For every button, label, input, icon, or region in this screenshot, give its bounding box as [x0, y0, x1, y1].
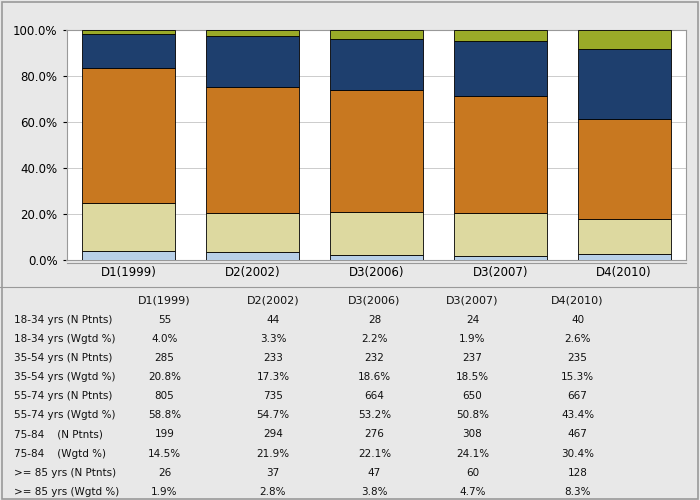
Text: 26: 26: [158, 468, 171, 477]
Text: 18.5%: 18.5%: [456, 372, 489, 382]
Bar: [82, 251, 175, 260]
Text: 17.3%: 17.3%: [256, 372, 290, 382]
Text: 3.8%: 3.8%: [361, 487, 388, 497]
Text: 650: 650: [463, 391, 482, 401]
Text: 1.9%: 1.9%: [459, 334, 486, 344]
Text: D4(2010): D4(2010): [552, 296, 603, 306]
Text: D2(2002): D2(2002): [246, 296, 300, 306]
Text: 805: 805: [155, 391, 174, 401]
Text: 35-54 yrs (N Ptnts): 35-54 yrs (N Ptnts): [14, 353, 113, 363]
Text: 232: 232: [365, 353, 384, 363]
Text: 235: 235: [568, 353, 587, 363]
Text: 735: 735: [263, 391, 283, 401]
Text: 1.9%: 1.9%: [151, 487, 178, 497]
Bar: [330, 39, 423, 90]
Bar: [578, 254, 671, 260]
Text: 53.2%: 53.2%: [358, 410, 391, 420]
Bar: [82, 34, 175, 68]
Text: 18.6%: 18.6%: [358, 372, 391, 382]
Bar: [454, 41, 547, 96]
Bar: [206, 36, 299, 87]
Bar: [82, 68, 175, 203]
Text: 55: 55: [158, 314, 171, 324]
Text: 60: 60: [466, 468, 479, 477]
Bar: [206, 30, 299, 36]
Text: 21.9%: 21.9%: [256, 448, 290, 458]
Text: 8.3%: 8.3%: [564, 487, 591, 497]
Text: 58.8%: 58.8%: [148, 410, 181, 420]
Bar: [82, 203, 175, 251]
Text: D3(2007): D3(2007): [447, 296, 499, 306]
Text: 2.6%: 2.6%: [564, 334, 591, 344]
Text: 24: 24: [466, 314, 479, 324]
Text: 47: 47: [368, 468, 381, 477]
Bar: [330, 90, 423, 212]
Bar: [578, 119, 671, 219]
Text: 18-34 yrs (N Ptnts): 18-34 yrs (N Ptnts): [14, 314, 113, 324]
Text: 28: 28: [368, 314, 381, 324]
Text: 664: 664: [365, 391, 384, 401]
Text: 3.3%: 3.3%: [260, 334, 286, 344]
Text: 667: 667: [568, 391, 587, 401]
Text: 44: 44: [267, 314, 279, 324]
Bar: [454, 30, 547, 41]
Text: 467: 467: [568, 430, 587, 440]
Text: 276: 276: [365, 430, 384, 440]
Text: >= 85 yrs (Wgtd %): >= 85 yrs (Wgtd %): [14, 487, 119, 497]
Bar: [330, 30, 423, 39]
Bar: [82, 30, 175, 34]
Text: D1(1999): D1(1999): [138, 296, 191, 306]
Text: 285: 285: [155, 353, 174, 363]
Text: 237: 237: [463, 353, 482, 363]
Text: 2.8%: 2.8%: [260, 487, 286, 497]
Bar: [330, 255, 423, 260]
Bar: [454, 256, 547, 260]
Text: 4.7%: 4.7%: [459, 487, 486, 497]
Text: 2.2%: 2.2%: [361, 334, 388, 344]
Bar: [206, 212, 299, 252]
Text: 40: 40: [571, 314, 584, 324]
Bar: [578, 219, 671, 254]
Text: 55-74 yrs (Wgtd %): 55-74 yrs (Wgtd %): [14, 410, 116, 420]
Text: 18-34 yrs (Wgtd %): 18-34 yrs (Wgtd %): [14, 334, 116, 344]
Text: 37: 37: [267, 468, 279, 477]
Bar: [206, 252, 299, 260]
Text: 35-54 yrs (Wgtd %): 35-54 yrs (Wgtd %): [14, 372, 116, 382]
Bar: [454, 96, 547, 213]
Bar: [454, 213, 547, 256]
Bar: [330, 212, 423, 255]
Bar: [206, 87, 299, 212]
Text: 4.0%: 4.0%: [151, 334, 178, 344]
Text: 24.1%: 24.1%: [456, 448, 489, 458]
Text: 22.1%: 22.1%: [358, 448, 391, 458]
Text: 294: 294: [263, 430, 283, 440]
Text: 50.8%: 50.8%: [456, 410, 489, 420]
Text: D3(2006): D3(2006): [349, 296, 400, 306]
Text: 308: 308: [463, 430, 482, 440]
Bar: [578, 30, 671, 49]
Text: 54.7%: 54.7%: [256, 410, 290, 420]
Text: 14.5%: 14.5%: [148, 448, 181, 458]
Text: 20.8%: 20.8%: [148, 372, 181, 382]
Text: 55-74 yrs (N Ptnts): 55-74 yrs (N Ptnts): [14, 391, 113, 401]
Bar: [578, 49, 671, 119]
Text: 75-84    (Wgtd %): 75-84 (Wgtd %): [14, 448, 106, 458]
Text: 75-84    (N Ptnts): 75-84 (N Ptnts): [14, 430, 103, 440]
Text: >= 85 yrs (N Ptnts): >= 85 yrs (N Ptnts): [14, 468, 116, 477]
Text: 233: 233: [263, 353, 283, 363]
Text: 15.3%: 15.3%: [561, 372, 594, 382]
Text: 30.4%: 30.4%: [561, 448, 594, 458]
Text: 128: 128: [568, 468, 587, 477]
Text: 43.4%: 43.4%: [561, 410, 594, 420]
Text: 199: 199: [155, 430, 174, 440]
